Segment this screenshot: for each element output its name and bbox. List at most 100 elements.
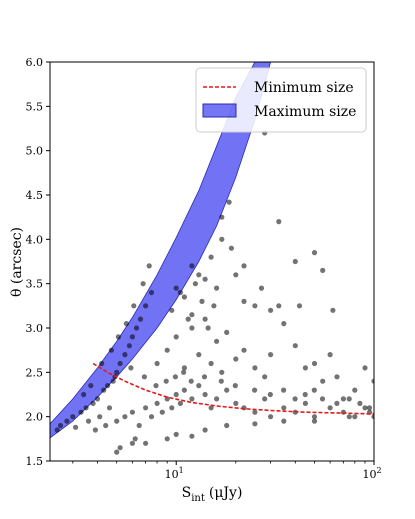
data-point	[146, 263, 152, 269]
data-point	[117, 360, 123, 367]
data-point	[311, 250, 318, 256]
data-point	[73, 424, 79, 430]
data-point	[148, 414, 155, 420]
data-point	[233, 272, 239, 278]
data-point	[114, 418, 120, 424]
y-tick-label: 1.5	[26, 455, 44, 468]
data-point	[268, 352, 274, 358]
data-point	[232, 383, 238, 389]
x-tick-label: 102	[362, 466, 381, 481]
y-tick-label: 3.0	[26, 322, 44, 335]
data-point	[189, 312, 195, 318]
data-point	[219, 214, 225, 220]
data-point	[181, 294, 187, 300]
data-point	[224, 329, 230, 335]
data-point	[252, 387, 258, 393]
data-point	[83, 405, 89, 411]
data-point	[196, 383, 202, 389]
data-point	[357, 400, 363, 406]
data-point	[129, 440, 135, 446]
data-point	[128, 365, 134, 371]
data-point	[202, 316, 208, 322]
data-point	[101, 387, 107, 393]
data-point	[327, 352, 333, 358]
y-tick-label: 5.5	[26, 100, 44, 113]
data-point	[114, 369, 120, 375]
data-point	[296, 303, 303, 309]
data-point	[81, 391, 87, 398]
data-point	[177, 289, 183, 296]
data-point	[292, 396, 298, 402]
data-point	[252, 365, 258, 371]
data-point	[267, 391, 273, 398]
data-point	[201, 374, 208, 380]
y-tick-label: 2.0	[26, 411, 44, 424]
data-point	[352, 414, 358, 420]
data-point	[276, 303, 282, 309]
data-point	[57, 422, 64, 429]
data-point	[334, 400, 340, 406]
data-point	[258, 285, 265, 291]
y-tick-label: 4.0	[26, 233, 44, 246]
data-point	[276, 219, 282, 225]
data-point	[188, 378, 194, 384]
data-point	[173, 334, 179, 340]
data-point	[311, 360, 318, 367]
x-axis-title-unit: (μJy)	[209, 485, 243, 501]
data-point	[302, 365, 308, 371]
data-point	[214, 285, 220, 291]
data-point	[173, 391, 179, 398]
data-point	[311, 418, 318, 424]
data-point	[106, 405, 113, 411]
data-point	[202, 276, 208, 282]
data-point	[105, 383, 111, 389]
data-point	[177, 400, 183, 406]
data-point	[108, 347, 114, 353]
data-point	[268, 307, 274, 313]
data-point	[311, 414, 318, 420]
data-point	[340, 409, 346, 415]
data-point	[189, 433, 195, 439]
data-point	[185, 316, 191, 322]
data-point	[208, 254, 214, 260]
data-point	[181, 365, 187, 371]
data-point	[224, 422, 230, 429]
data-point	[214, 396, 220, 402]
y-tick-label: 2.5	[26, 366, 44, 379]
data-point	[241, 263, 247, 269]
plot-frame	[49, 61, 375, 462]
x-tick-label: 101	[165, 466, 184, 481]
data-point	[169, 405, 175, 411]
data-point	[292, 258, 298, 265]
data-point	[129, 409, 135, 415]
data-point	[181, 387, 187, 393]
data-point	[346, 414, 352, 420]
y-tick-label: 5.0	[26, 145, 44, 158]
data-point	[163, 378, 169, 384]
data-point	[241, 347, 247, 353]
data-point	[143, 440, 149, 446]
data-point	[320, 267, 326, 273]
data-point	[352, 387, 358, 393]
x-axis-title-main: S	[182, 485, 192, 501]
data-point	[268, 414, 274, 420]
data-point	[281, 418, 287, 424]
data-point	[154, 360, 160, 367]
data-point	[172, 374, 178, 380]
data-point	[252, 303, 258, 309]
data-point	[362, 405, 368, 411]
data-point	[371, 414, 374, 420]
data-point	[192, 281, 198, 287]
data-point	[122, 352, 128, 358]
data-point	[189, 325, 195, 331]
data-point	[362, 365, 368, 371]
data-point	[110, 378, 116, 384]
data-point	[164, 436, 170, 442]
data-point	[97, 414, 103, 420]
x-axis-ticks: 101 102	[72, 461, 382, 481]
data-point	[281, 321, 287, 327]
data-point	[140, 281, 146, 287]
data-point	[92, 427, 98, 433]
data-point	[148, 289, 155, 296]
data-point	[164, 347, 170, 353]
